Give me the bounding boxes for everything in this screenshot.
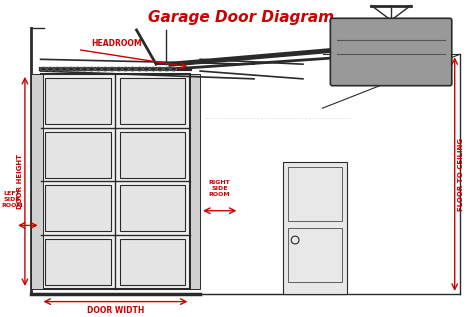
- Bar: [283, 162, 347, 294]
- Text: DOOR HEIGHT: DOOR HEIGHT: [17, 154, 23, 209]
- Bar: [41, 74, 191, 289]
- Bar: [120, 132, 185, 178]
- Text: LEFT
SIDE
ROOM: LEFT SIDE ROOM: [1, 191, 23, 208]
- FancyBboxPatch shape: [330, 18, 452, 86]
- Text: FLOOR TO CEILING: FLOOR TO CEILING: [457, 138, 464, 211]
- Text: HEADROOM: HEADROOM: [91, 39, 142, 48]
- Bar: [46, 239, 110, 285]
- Bar: [288, 167, 342, 221]
- Bar: [31, 74, 43, 289]
- Text: DOOR WIDTH: DOOR WIDTH: [87, 307, 144, 315]
- Text: RIGHT
SIDE
ROOM: RIGHT SIDE ROOM: [209, 180, 231, 197]
- Bar: [120, 78, 185, 124]
- Bar: [120, 239, 185, 285]
- Bar: [46, 78, 110, 124]
- Bar: [191, 74, 200, 289]
- Bar: [46, 132, 110, 178]
- Bar: [46, 185, 110, 231]
- Bar: [120, 185, 185, 231]
- Bar: [288, 228, 342, 282]
- Text: Garage Door Diagram: Garage Door Diagram: [148, 10, 334, 25]
